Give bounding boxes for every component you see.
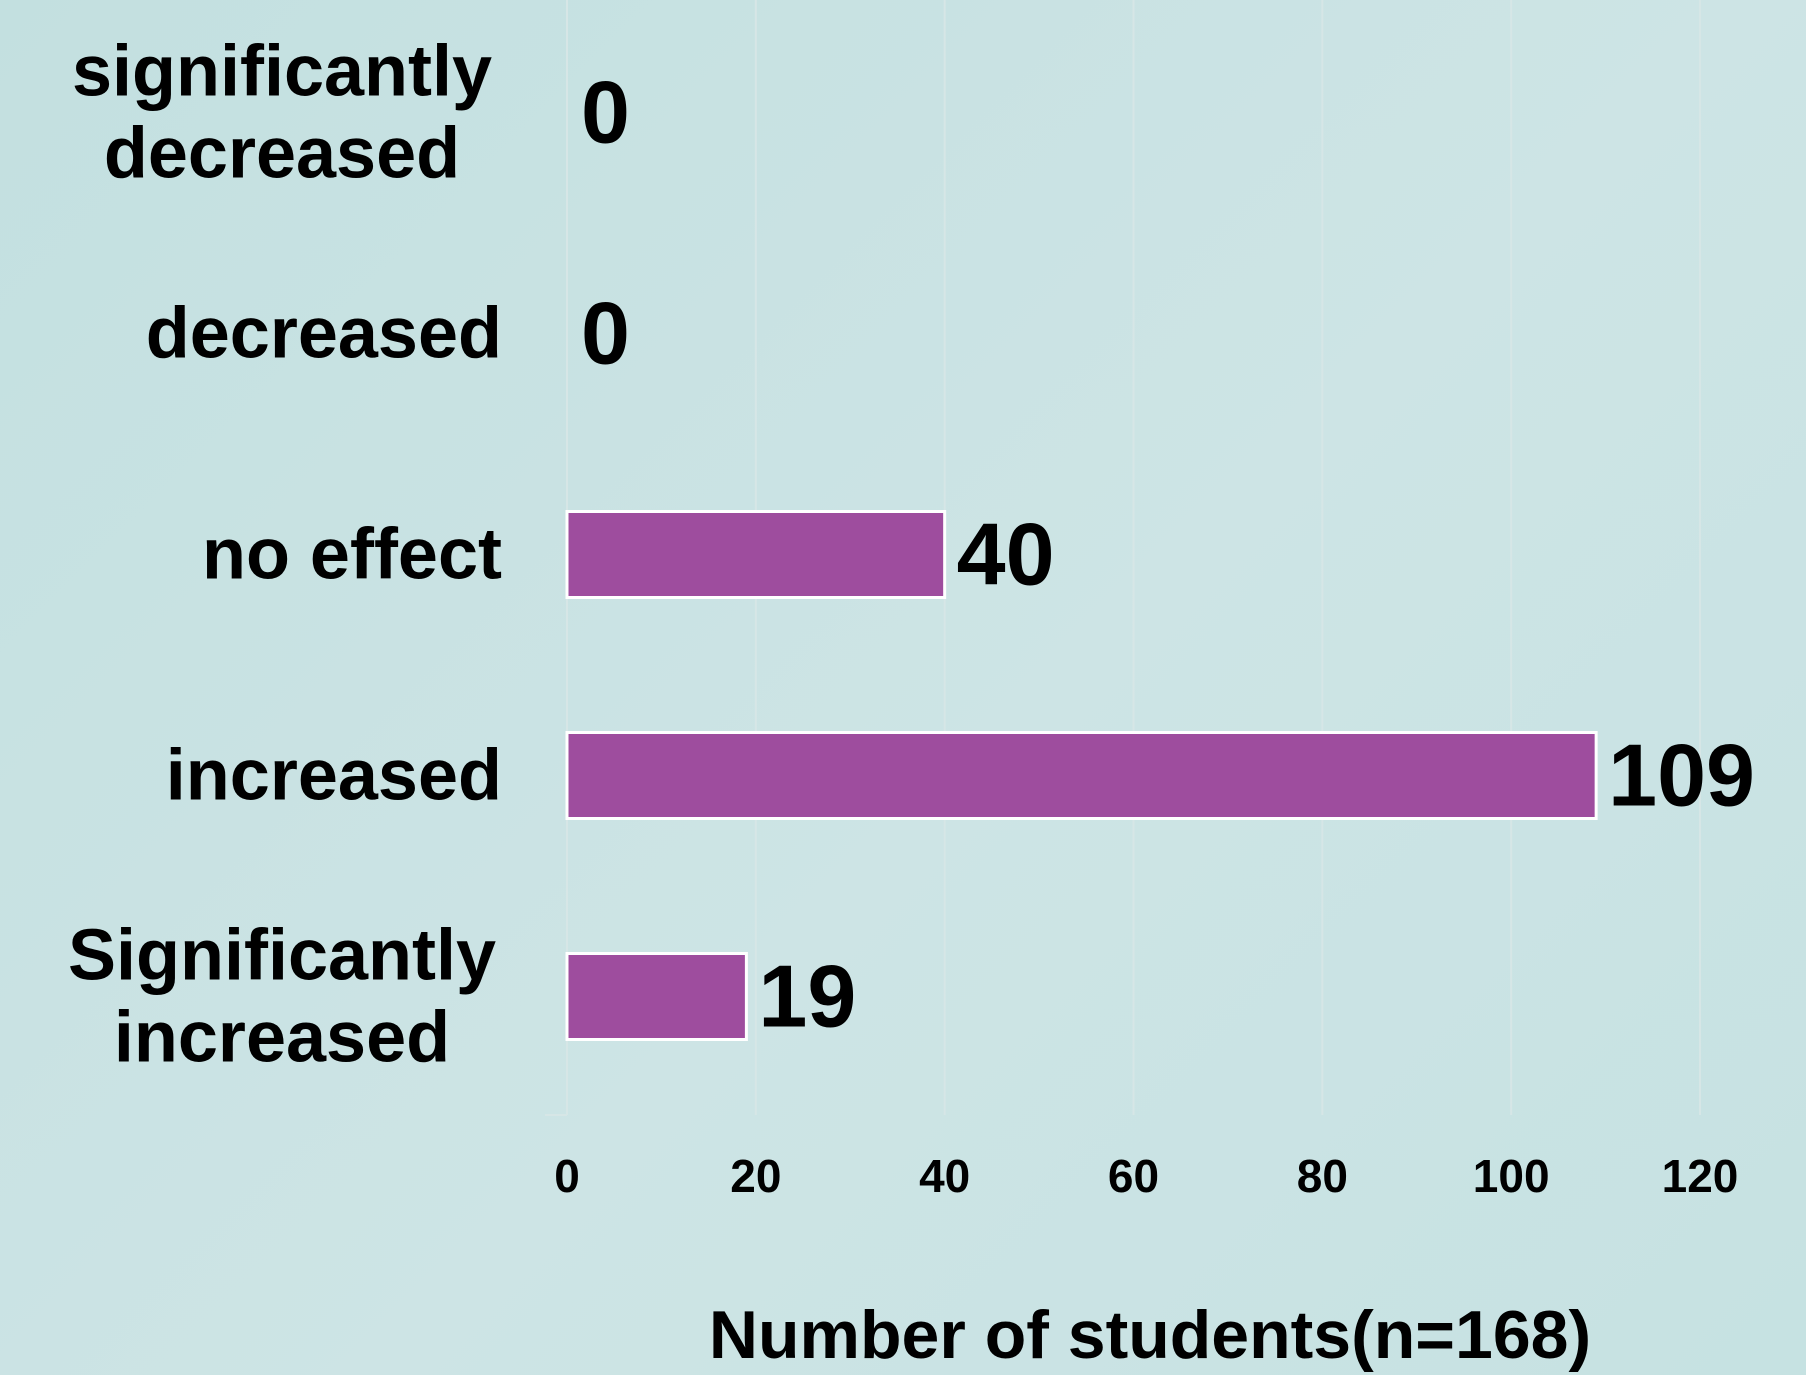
x-tick-label: 100 (1473, 1150, 1550, 1202)
data-label: 0 (581, 284, 630, 383)
bar (565, 731, 1598, 820)
category-label: decreased (104, 114, 460, 194)
bar (565, 952, 748, 1041)
category-label: Significantly (68, 916, 496, 996)
x-tick-label: 40 (919, 1150, 970, 1202)
category-label: significantly (72, 32, 492, 112)
x-tick-label: 60 (1108, 1150, 1159, 1202)
data-label: 40 (957, 505, 1055, 604)
data-labels: 0 0 40 109 19 (581, 63, 1755, 1046)
category-label: increased (166, 736, 502, 816)
bars (565, 510, 1598, 1041)
x-tick-label: 20 (730, 1150, 781, 1202)
x-tick-label: 120 (1662, 1150, 1739, 1202)
category-label: no effect (202, 515, 502, 595)
data-label: 19 (758, 947, 856, 1046)
x-tick-labels: 0 20 40 60 80 100 120 (554, 1150, 1738, 1202)
bar (565, 510, 947, 599)
x-tick-label: 0 (554, 1150, 580, 1202)
x-axis-title: Number of students(n=168) (709, 1297, 1591, 1373)
category-label: decreased (146, 294, 502, 374)
data-label: 109 (1608, 726, 1755, 825)
data-label: 0 (581, 63, 630, 162)
x-tick-label: 80 (1297, 1150, 1348, 1202)
category-label: increased (114, 998, 450, 1078)
